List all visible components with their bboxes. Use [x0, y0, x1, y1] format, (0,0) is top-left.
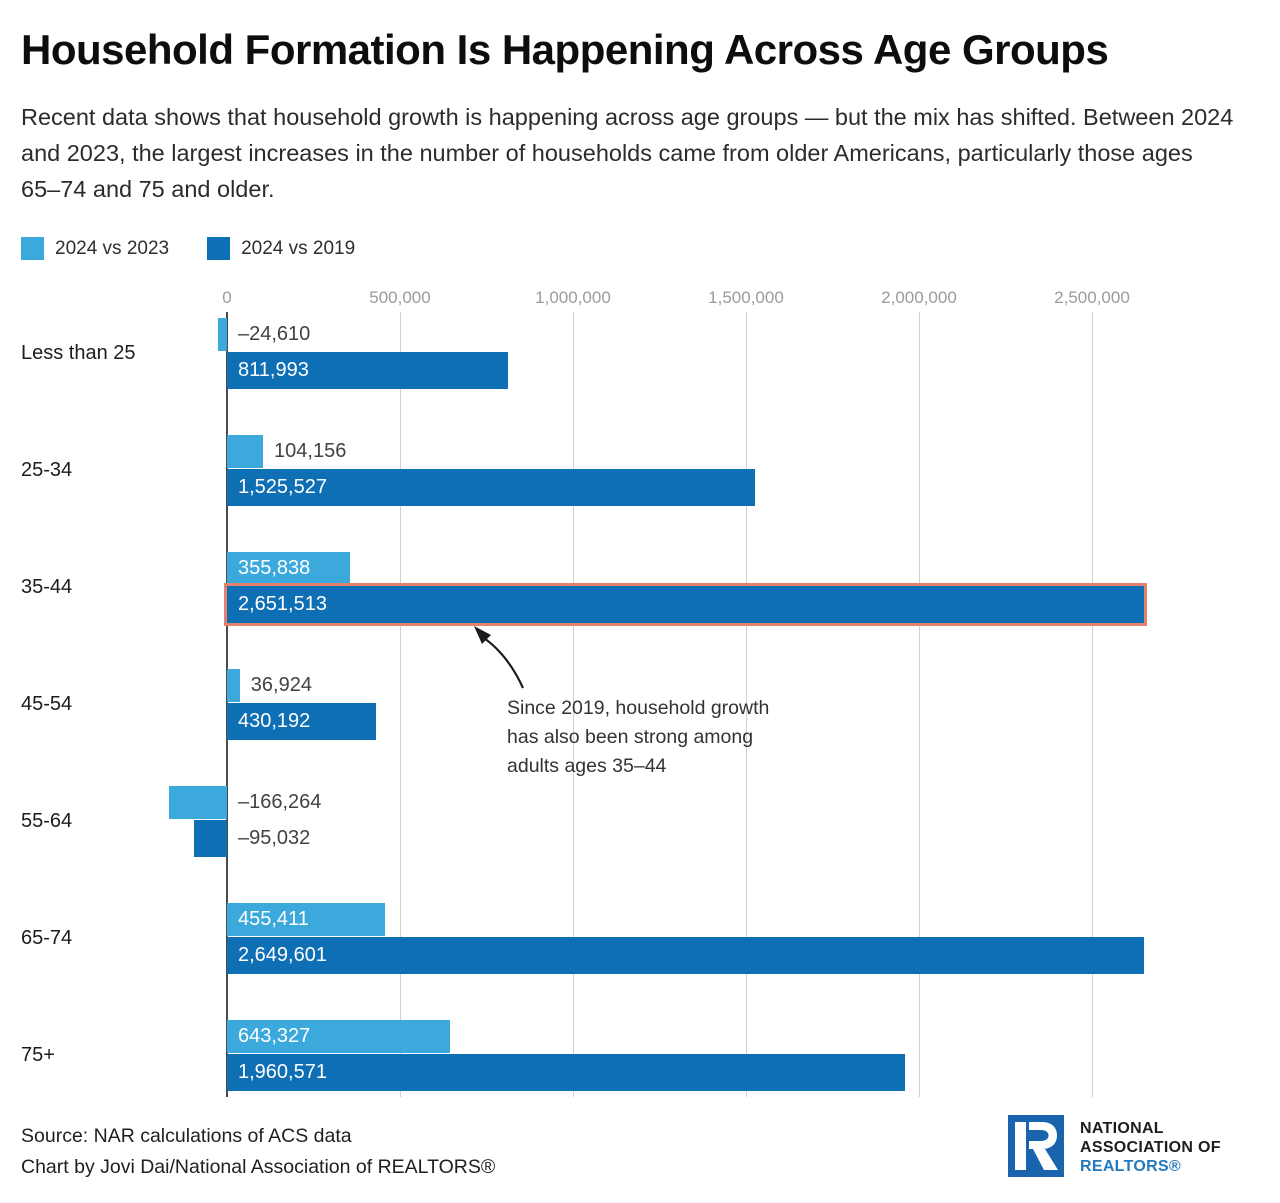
bar-2024-vs-2019-6	[227, 1054, 906, 1091]
nar-logo-realtors: REALTORS®	[1080, 1158, 1182, 1175]
bar-value-label: 811,993	[238, 359, 309, 381]
legend-label: 2024 vs 2019	[241, 237, 356, 259]
bar-2024-vs-2023-5	[227, 903, 385, 936]
bar-2024-vs-2023-6	[227, 1020, 450, 1053]
gridline	[400, 312, 401, 1097]
bar-2024-vs-2019-4	[194, 820, 227, 857]
bar-value-label: –95,032	[238, 827, 311, 849]
bar-value-label: 1,960,571	[238, 1061, 327, 1083]
nar-logo-icon	[1008, 1115, 1064, 1177]
x-axis-tick-label: 2,500,000	[1054, 288, 1130, 307]
category-label-less-than-25: Less than 25	[21, 342, 136, 364]
bar-chart: 0 500,000 1,000,000 1,500,000 2,000,000 2,500…	[0, 285, 1280, 1110]
bar-2024-vs-2023-2	[227, 552, 351, 585]
bar-value-label: –166,264	[238, 791, 322, 813]
bar-value-label: 430,192	[238, 710, 311, 732]
bar-value-label: 355,838	[238, 557, 311, 579]
bar-value-label: 2,651,513	[238, 593, 327, 615]
bar-2024-vs-2023-1	[227, 435, 264, 468]
legend-swatch-icon	[21, 237, 44, 260]
legend-item-0: 2024 vs 2023	[21, 237, 169, 260]
category-label-65-74: 65-74	[21, 927, 73, 949]
bar-value-label: 36,924	[250, 674, 312, 696]
x-axis-tick-label: 500,000	[369, 288, 431, 307]
x-axis-tick-label: 1,000,000	[535, 288, 611, 307]
page-title: Household Formation Is Happening Across …	[21, 26, 1109, 73]
category-label-25-34: 25-34	[21, 459, 73, 481]
footer: Source: NAR calculations of ACS data Cha…	[21, 1121, 495, 1183]
source-note: Source: NAR calculations of ACS data	[21, 1125, 352, 1147]
bar-2024-vs-2019-5	[227, 937, 1144, 974]
nar-logo: NATIONAL ASSOCIATION OF REALTORS®	[1008, 1115, 1221, 1177]
bar-2024-vs-2019-0	[227, 352, 508, 389]
chart-subtitle: Recent data shows that household growth …	[21, 104, 1234, 202]
bar-2024-vs-2023-3	[227, 669, 240, 702]
nar-logo-line2: ASSOCIATION OF	[1080, 1139, 1221, 1156]
bar-2024-vs-2019-1	[227, 469, 755, 506]
bar-2024-vs-2023-0	[218, 318, 227, 351]
x-axis-tick-label: 1,500,000	[708, 288, 784, 307]
x-axis-tick-label: 2,000,000	[881, 288, 957, 307]
nar-logo-text: NATIONAL ASSOCIATION OF REALTORS®	[1080, 1115, 1221, 1177]
bar-value-label: 643,327	[238, 1025, 311, 1047]
category-label-55-64: 55-64	[21, 810, 73, 832]
bar-value-label: 1,525,527	[238, 476, 327, 498]
bar-2024-vs-2019-2	[223, 583, 1148, 626]
credit-note: Chart by Jovi Dai/National Association o…	[21, 1156, 496, 1178]
category-label-75-: 75+	[21, 1044, 55, 1066]
bar-value-label: 455,411	[238, 908, 309, 930]
gridline	[919, 312, 920, 1097]
gridline	[1092, 312, 1093, 1097]
bar-value-label: 104,156	[274, 440, 347, 462]
bar-value-label: 2,649,601	[238, 944, 327, 966]
category-label-45-54: 45-54	[21, 693, 73, 715]
bar-2024-vs-2019-3	[227, 703, 376, 740]
nar-logo-line1: NATIONAL	[1080, 1120, 1164, 1137]
legend: 2024 vs 2023 2024 vs 2019	[21, 237, 355, 260]
legend-swatch-icon	[207, 237, 231, 260]
bar-2024-vs-2023-4	[169, 786, 227, 819]
x-axis-tick-label: 0	[222, 288, 232, 307]
category-label-35-44: 35-44	[21, 576, 73, 598]
chart-annotation: Since 2019, household growth has also be…	[507, 697, 770, 777]
annotation-arrow-icon	[474, 626, 525, 689]
bar-value-label: –24,610	[238, 323, 311, 345]
legend-item-1: 2024 vs 2019	[207, 237, 355, 260]
legend-label: 2024 vs 2023	[55, 237, 170, 259]
gridline	[746, 312, 747, 1097]
gridline	[573, 312, 574, 1097]
